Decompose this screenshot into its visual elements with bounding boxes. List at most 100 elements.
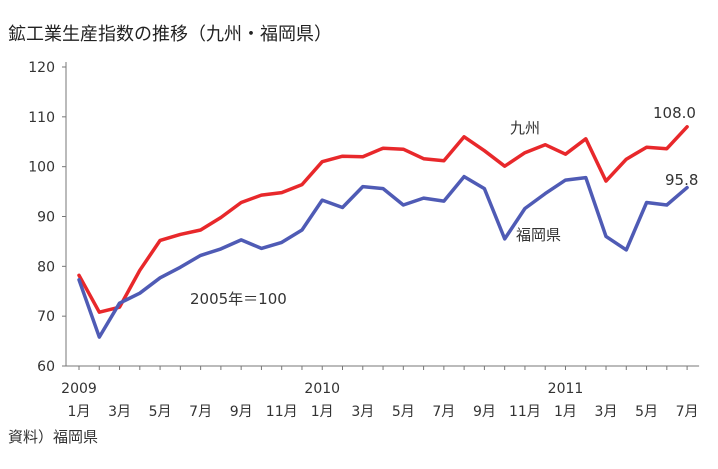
data-point-fukuoka: [77, 278, 81, 281]
data-point-fukuoka: [239, 238, 243, 242]
end-value-label-fukuoka: 95.8: [665, 171, 698, 189]
data-point-kyushu: [483, 149, 486, 152]
x-month-label: 9月: [473, 404, 496, 420]
base-year-note: 2005年＝100: [190, 290, 287, 308]
data-point-fukuoka: [523, 207, 527, 210]
data-point-fukuoka: [321, 198, 324, 202]
x-month-label: 11月: [266, 404, 298, 420]
data-point-fukuoka: [645, 201, 648, 204]
y-tick-label: 60: [37, 359, 55, 375]
x-month-label: 3月: [595, 404, 618, 420]
y-tick-label: 90: [37, 210, 55, 226]
data-point-kyushu: [300, 183, 304, 186]
x-month-label: 1月: [68, 404, 91, 420]
data-point-kyushu: [544, 143, 547, 146]
data-point-kyushu: [158, 239, 162, 242]
data-point-fukuoka: [118, 302, 121, 305]
data-point-kyushu: [685, 125, 689, 128]
data-point-kyushu: [665, 147, 669, 150]
data-point-kyushu: [321, 160, 324, 163]
data-point-fukuoka: [98, 335, 101, 339]
data-point-fukuoka: [199, 254, 202, 257]
data-point-fukuoka: [300, 228, 304, 232]
data-point-fukuoka: [665, 203, 669, 207]
data-point-fukuoka: [179, 266, 182, 269]
data-point-fukuoka: [422, 196, 425, 200]
x-month-label: 11月: [509, 404, 541, 420]
data-point-fukuoka: [685, 186, 689, 189]
data-point-kyushu: [402, 148, 405, 151]
y-tick-label: 80: [37, 259, 55, 275]
x-month-label: 3月: [108, 404, 131, 420]
data-point-fukuoka: [584, 176, 587, 179]
data-point-fukuoka: [341, 206, 344, 209]
chart-title: 鉱工業生産指数の推移（九州・福岡県）: [8, 24, 332, 45]
y-axis-ticks: 60 70 80 90 100 110 120: [28, 60, 66, 375]
series-label-kyushu: 九州: [510, 119, 540, 137]
data-point-fukuoka: [402, 203, 405, 207]
x-month-label: 1月: [311, 404, 334, 420]
data-point-kyushu: [604, 179, 608, 183]
data-point-kyushu: [442, 159, 446, 162]
source-note: 資料）福岡県: [8, 428, 98, 446]
series-lines: [77, 125, 689, 339]
data-point-kyushu: [625, 157, 628, 161]
data-point-fukuoka: [544, 192, 547, 195]
data-point-kyushu: [361, 155, 364, 158]
data-point-kyushu: [260, 193, 263, 197]
data-point-fukuoka: [604, 235, 608, 238]
data-point-fukuoka: [483, 187, 486, 190]
data-point-kyushu: [179, 233, 182, 236]
x-month-label: 1月: [554, 404, 577, 420]
end-value-label-kyushu: 108.0: [653, 104, 696, 122]
data-point-fukuoka: [219, 247, 223, 251]
x-month-label: 7月: [189, 404, 212, 420]
data-point-fukuoka: [381, 187, 385, 190]
x-year-label: 2010: [304, 381, 340, 397]
data-point-kyushu: [462, 135, 466, 138]
x-axis-month-ticks: 1月 3月 5月 7月 9月 11月 1月 3月 5月 7月 9月 11月 1月 3月 5月 7月: [68, 366, 699, 420]
y-tick-label: 120: [28, 60, 55, 76]
data-point-kyushu: [280, 191, 283, 194]
data-point-fukuoka: [361, 185, 364, 188]
data-point-kyushu: [341, 155, 344, 158]
x-month-label: 5月: [392, 404, 415, 420]
data-point-kyushu: [138, 269, 142, 272]
data-point-fukuoka: [503, 237, 506, 241]
data-point-kyushu: [645, 146, 648, 149]
data-point-fukuoka: [280, 241, 283, 244]
x-month-label: 7月: [676, 404, 699, 420]
y-tick-label: 110: [28, 110, 55, 126]
data-point-kyushu: [98, 310, 101, 314]
x-month-label: 7月: [432, 404, 455, 420]
data-point-kyushu: [381, 147, 385, 150]
data-point-fukuoka: [462, 175, 466, 178]
data-point-fukuoka: [564, 178, 567, 182]
data-point-fukuoka: [625, 248, 628, 252]
series-label-fukuoka: 福岡県: [516, 226, 561, 244]
data-point-fukuoka: [260, 247, 263, 250]
data-point-kyushu: [422, 157, 425, 160]
x-month-label: 5月: [635, 404, 658, 420]
x-year-label: 2011: [548, 381, 584, 397]
x-axis-year-ticks: 2009 2010 2011: [61, 381, 583, 397]
data-point-fukuoka: [158, 276, 162, 279]
x-month-label: 5月: [149, 404, 172, 420]
data-point-kyushu: [584, 137, 587, 140]
data-point-kyushu: [503, 164, 506, 168]
data-point-kyushu: [219, 216, 223, 219]
y-tick-label: 100: [28, 160, 55, 176]
series-line-fukuoka: [77, 174, 689, 339]
x-year-label: 2009: [61, 381, 97, 397]
data-point-kyushu: [199, 228, 202, 232]
data-point-kyushu: [564, 153, 567, 156]
data-point-fukuoka: [442, 199, 446, 203]
data-point-kyushu: [77, 274, 81, 277]
y-tick-label: 70: [37, 309, 55, 325]
series-line-kyushu: [77, 125, 689, 314]
data-point-fukuoka: [138, 292, 142, 295]
x-month-label: 9月: [230, 404, 253, 420]
data-point-kyushu: [239, 201, 243, 204]
